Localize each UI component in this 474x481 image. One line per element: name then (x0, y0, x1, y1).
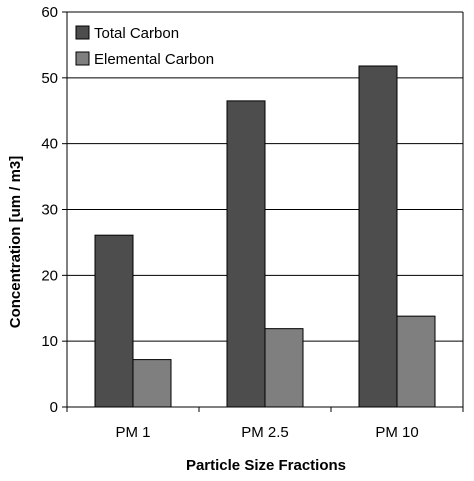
x-axis-title: Particle Size Fractions (186, 457, 346, 474)
y-tick-label: 10 (41, 333, 58, 350)
y-tick-label: 20 (41, 267, 58, 284)
legend-swatch-elemental-carbon (75, 51, 90, 66)
bars (94, 65, 436, 408)
legend-label-elemental-carbon: Elemental Carbon (94, 51, 214, 68)
bar-total-carbon-pm-10 (358, 65, 398, 408)
bar-total-carbon-pm-2-5 (226, 100, 266, 408)
y-axis-title: Concentration [um / m3] (7, 156, 24, 329)
bar-elemental-carbon-pm-10 (396, 315, 436, 408)
y-axis-ticks: 0 10 20 30 40 50 60 (41, 4, 67, 416)
legend-label-total-carbon: Total Carbon (94, 25, 179, 42)
x-tick-label: PM 2.5 (241, 424, 289, 441)
bar-total-carbon-pm-1 (94, 234, 134, 408)
legend-swatch-total-carbon (75, 25, 90, 40)
y-tick-label: 30 (41, 202, 58, 219)
x-tick-label: PM 1 (115, 424, 150, 441)
x-axis-ticks: PM 1 PM 2.5 PM 10 (66, 407, 464, 441)
bar-elemental-carbon-pm-1 (132, 359, 172, 408)
y-tick-label: 0 (50, 399, 58, 416)
legend: Total Carbon Elemental Carbon (75, 25, 214, 68)
bar-elemental-carbon-pm-2-5 (264, 328, 304, 408)
y-tick-label: 40 (41, 136, 58, 153)
y-tick-label: 50 (41, 70, 58, 87)
x-tick-label: PM 10 (375, 424, 418, 441)
y-tick-label: 60 (41, 4, 58, 21)
